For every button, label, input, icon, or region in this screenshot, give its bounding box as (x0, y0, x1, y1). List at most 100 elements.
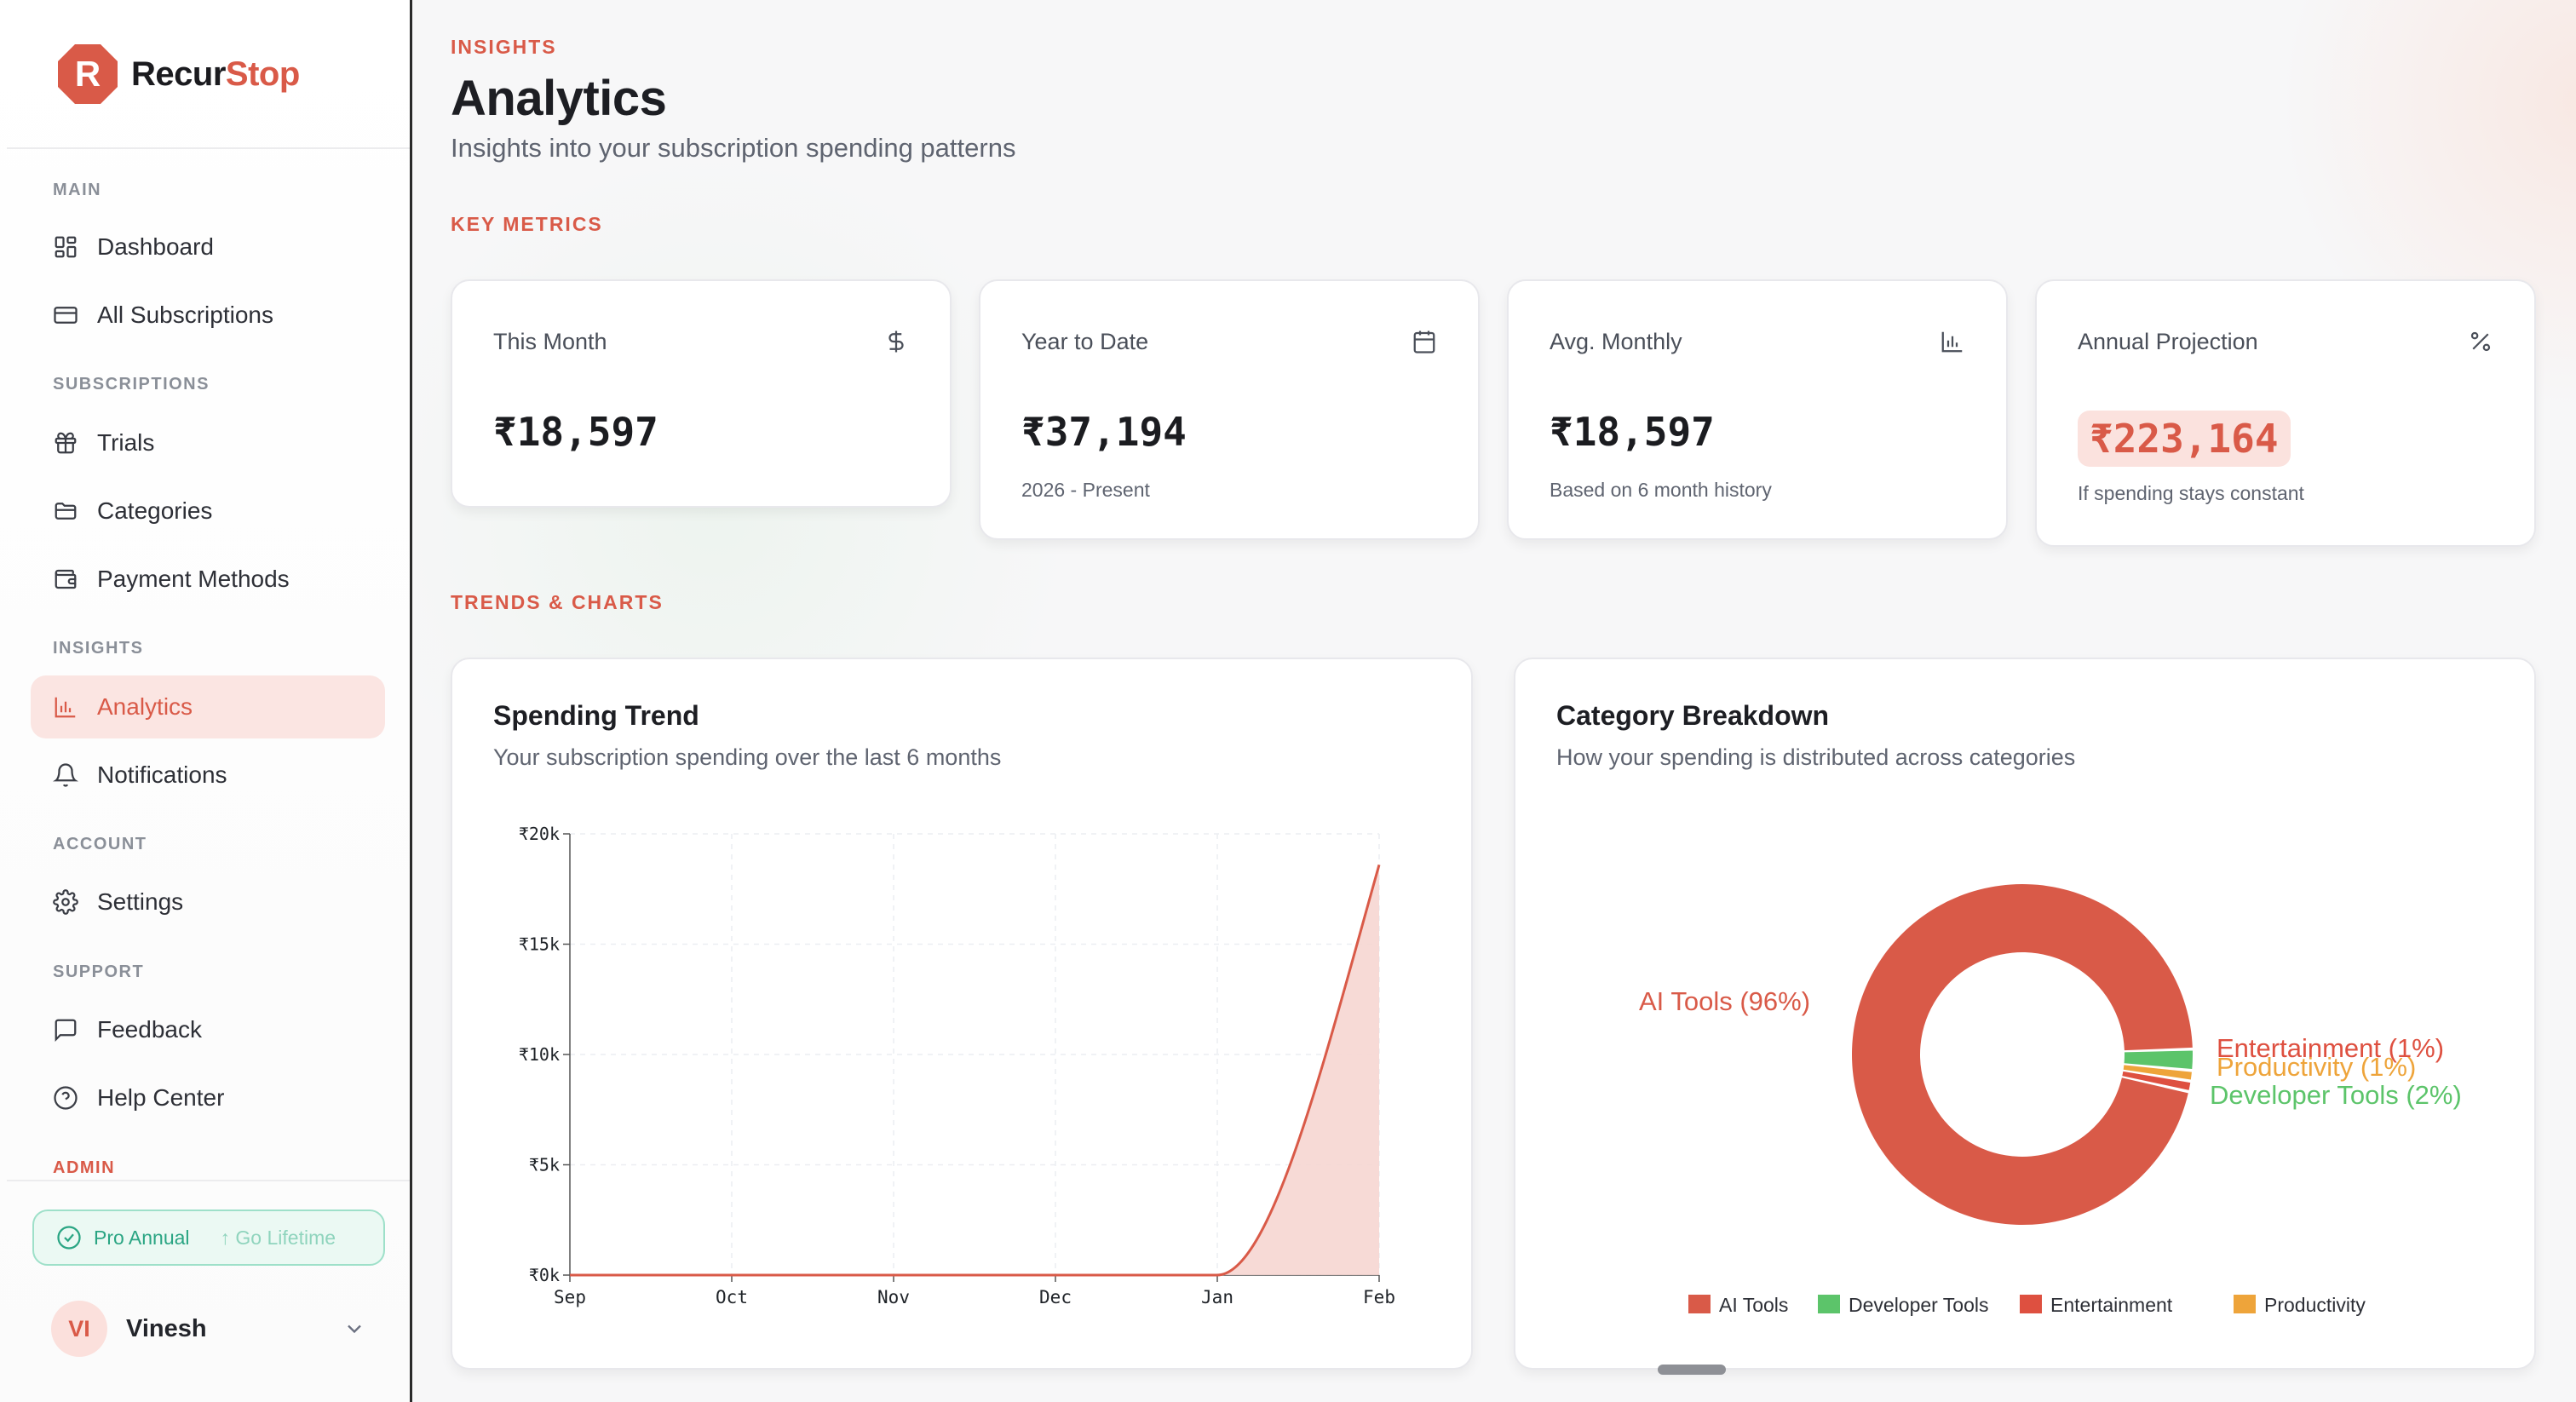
sidebar-item-label: Help Center (97, 1084, 225, 1111)
chart-title: Category Breakdown (1556, 700, 1830, 731)
sidebar-item-feedback[interactable]: Feedback (31, 998, 385, 1061)
legend-label: Developer Tools (1849, 1294, 1989, 1316)
legend-swatch (1688, 1295, 1711, 1313)
donut-slice (1852, 883, 2193, 1225)
donut-slice (2123, 1065, 2192, 1080)
gift-icon (55, 432, 77, 454)
page-eyebrow: INSIGHTS (451, 36, 557, 58)
brand-name: RecurStop (131, 55, 300, 94)
donut-slice (2122, 1071, 2191, 1090)
metric-value: ₹18,597 (493, 409, 658, 455)
legend-label: Entertainment (2050, 1294, 2173, 1316)
x-tick-label: Oct (716, 1287, 748, 1307)
card-icon (54, 307, 78, 324)
slice-label: Productivity (1%) (2217, 1052, 2416, 1082)
series-line (570, 864, 1381, 1277)
category-breakdown-card: Category Breakdown How your spending is … (1514, 658, 2536, 1370)
x-tick-label: Dec (1039, 1287, 1072, 1307)
legend-swatch (2020, 1295, 2042, 1313)
wallet-icon (55, 569, 77, 589)
chevron-down-icon[interactable] (342, 1317, 366, 1341)
chart-subtitle: Your subscription spending over the last… (493, 744, 1002, 770)
sidebar-item-label: Feedback (97, 1016, 202, 1043)
legend-swatch (1818, 1295, 1840, 1313)
y-tick-label: ₹20k (519, 824, 560, 844)
metric-note: 2026 - Present (1021, 479, 1150, 501)
brand-name-prefix: Recur (131, 55, 226, 93)
legend-label: AI Tools (1719, 1294, 1788, 1316)
metric-value: ₹18,597 (1550, 409, 1715, 455)
calendar-icon (1413, 330, 1435, 353)
x-tick-label: Jan (1201, 1287, 1233, 1307)
sidebar-divider (7, 147, 410, 149)
category-donut-chart[interactable]: AI Tools (96%)Entertainment (1%)Producti… (1515, 659, 2534, 1368)
sidebar-item-settings[interactable]: Settings (31, 871, 385, 934)
y-tick-label: ₹0k (529, 1265, 560, 1285)
check-circle-icon (57, 1226, 81, 1250)
user-name: Vinesh (126, 1314, 207, 1342)
legend-label: Productivity (2264, 1294, 2366, 1316)
go-lifetime-link[interactable]: ↑ Go Lifetime (220, 1226, 336, 1249)
area-fill (570, 865, 1379, 1275)
nav-section-main: MAIN (53, 181, 102, 199)
sidebar-item-label: Trials (97, 429, 155, 456)
avatar: VI (51, 1301, 107, 1357)
horizontal-scrollbar[interactable] (1658, 1365, 1726, 1375)
help-circle-icon (54, 1086, 78, 1110)
bar-chart-icon (55, 697, 76, 718)
metric-label: Avg. Monthly (1550, 329, 1682, 354)
y-tick-label: ₹10k (519, 1044, 560, 1065)
sidebar-divider (7, 1180, 410, 1181)
page-title: Analytics (451, 71, 667, 126)
legend-swatch (2234, 1295, 2256, 1313)
sidebar-item-analytics[interactable]: Analytics (31, 675, 385, 738)
metric-card-annual-projection: Annual Projection ₹223,164 If spending s… (2035, 279, 2536, 547)
nav-section-subscriptions: SUBSCRIPTIONS (53, 375, 210, 394)
bell-icon (53, 763, 78, 787)
donut-slice (2124, 1050, 2193, 1070)
dollar-icon (888, 330, 904, 353)
section-title-trends: TRENDS & CHARTS (451, 591, 664, 613)
metric-value: ₹223,164 (2078, 411, 2291, 467)
sidebar-item-label: Analytics (97, 693, 193, 720)
sidebar-item-label: Notifications (97, 761, 227, 788)
plan-label: Pro Annual (94, 1226, 190, 1249)
percent-icon (2470, 331, 2491, 352)
sidebar-item-payment-methods[interactable]: Payment Methods (31, 548, 385, 611)
sidebar-item-trials[interactable]: Trials (31, 411, 385, 474)
brand[interactable]: R RecurStop (56, 43, 300, 106)
metric-card-year-to-date: Year to Date ₹37,194 2026 - Present (979, 279, 1480, 540)
x-tick-label: Nov (877, 1287, 910, 1307)
gear-icon (53, 889, 78, 915)
x-tick-label: Feb (1363, 1287, 1395, 1307)
plan-badge[interactable]: Pro Annual ↑ Go Lifetime (32, 1210, 385, 1266)
page-subtitle: Insights into your subscription spending… (451, 133, 1016, 163)
metric-label: Year to Date (1021, 329, 1149, 354)
metric-note: Based on 6 month history (1550, 479, 1772, 501)
sidebar: R RecurStop MAIN Dashboard All Subscript… (0, 0, 412, 1402)
main-content: INSIGHTS Analytics Insights into your su… (415, 0, 2576, 1402)
spending-trend-chart[interactable]: ₹0k ₹5k ₹10k ₹15k ₹20k Sep Oct Nov Dec Jan Feb (452, 659, 1471, 1368)
metric-card-avg-monthly: Avg. Monthly ₹18,597 Based on 6 month hi… (1507, 279, 2008, 540)
chart-title: Spending Trend (493, 700, 699, 731)
sidebar-item-dashboard[interactable]: Dashboard (31, 215, 385, 279)
metric-value: ₹37,194 (1021, 409, 1187, 455)
sidebar-item-categories[interactable]: Categories (31, 480, 385, 543)
sidebar-item-label: Categories (97, 497, 213, 524)
sidebar-item-all-subscriptions[interactable]: All Subscriptions (31, 284, 385, 347)
sidebar-item-label: Settings (97, 888, 184, 915)
chart-subtitle: How your spending is distributed across … (1556, 744, 2076, 770)
message-icon (55, 1019, 77, 1042)
sidebar-item-label: Payment Methods (97, 566, 290, 592)
user-menu[interactable]: VI Vinesh (51, 1299, 366, 1359)
slice-label: Developer Tools (2%) (2210, 1080, 2462, 1110)
sidebar-item-help-center[interactable]: Help Center (31, 1066, 385, 1129)
nav-section-account: ACCOUNT (53, 835, 147, 853)
metric-label: This Month (493, 329, 607, 354)
bar-chart-icon (1941, 331, 1963, 353)
brand-name-suffix: Stop (225, 55, 300, 93)
metric-label: Annual Projection (2078, 329, 2258, 354)
spending-trend-card: Spending Trend Your subscription spendin… (451, 658, 1473, 1370)
x-tick-label: Sep (554, 1287, 586, 1307)
sidebar-item-notifications[interactable]: Notifications (31, 744, 385, 807)
